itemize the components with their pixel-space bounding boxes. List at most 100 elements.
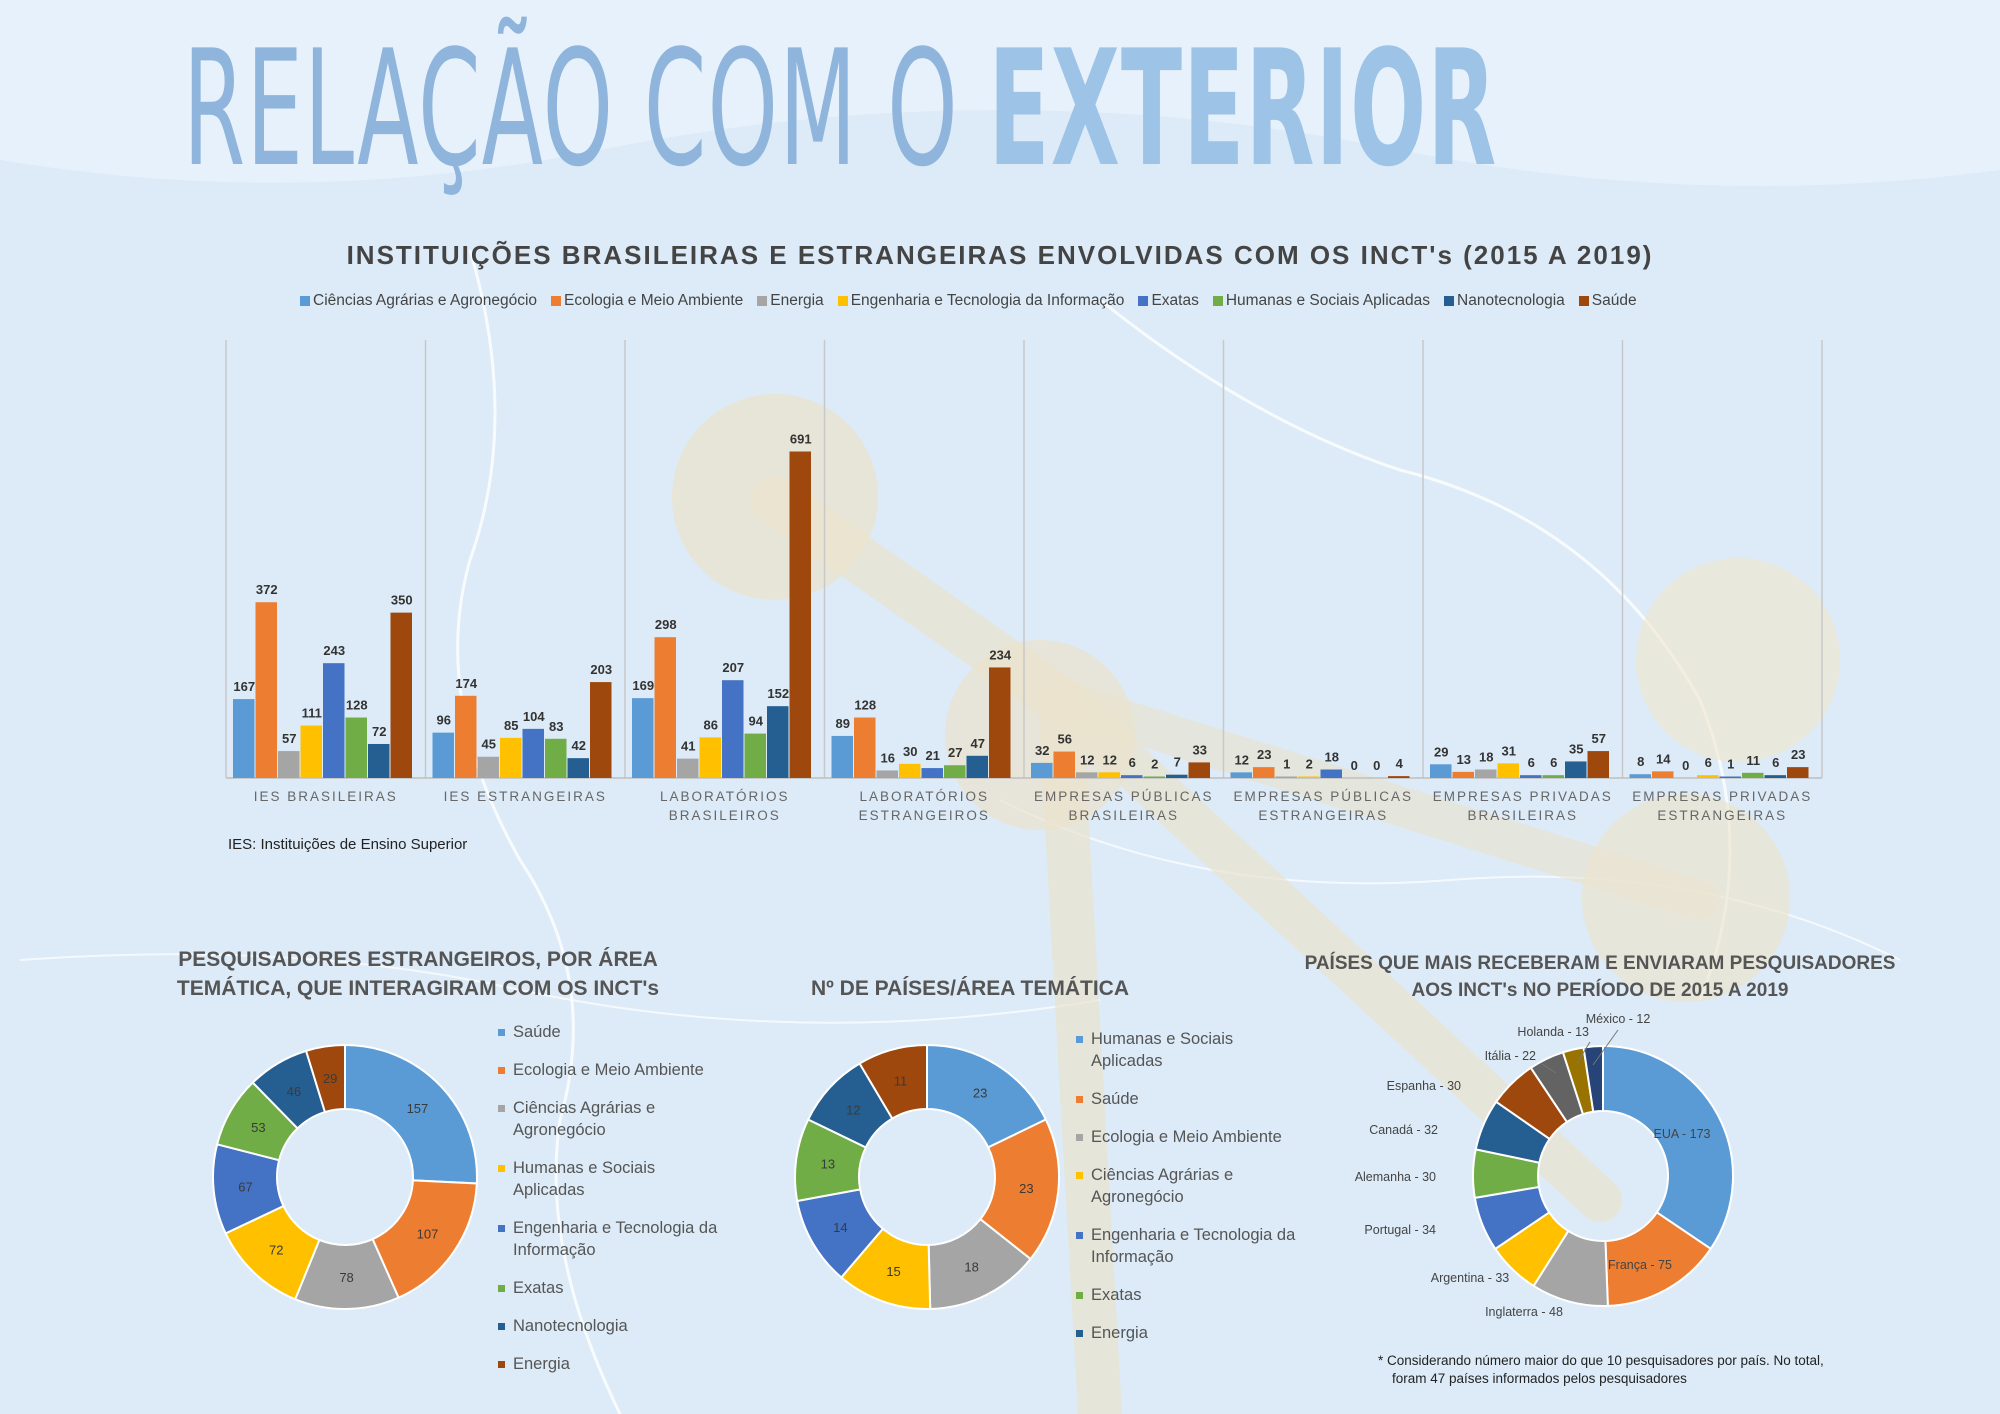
bar-legend-item: Nanotecnologia xyxy=(1444,292,1565,310)
donut-legend-swatch xyxy=(1076,1330,1083,1337)
donut-legend-item: Ciências Agrárias e Agronegócio xyxy=(498,1097,728,1141)
donut-value-label: 23 xyxy=(1019,1181,1033,1196)
donut-value-label: 72 xyxy=(269,1243,283,1258)
donut-legend-item: Exatas xyxy=(1076,1284,1306,1306)
donut-legend-swatch xyxy=(498,1361,505,1368)
donut-value-label: 29 xyxy=(323,1071,337,1086)
donut1-title-line: PESQUISADORES ESTRANGEIROS, POR ÁREA xyxy=(178,948,658,971)
donut3-title: PAÍSES QUE MAIS RECEBERAM E ENVIARAM PES… xyxy=(1290,950,1910,1004)
donut-legend-swatch xyxy=(1076,1036,1083,1043)
donut-legend-swatch xyxy=(498,1067,505,1074)
donut1-title: PESQUISADORES ESTRANGEIROS, POR ÁREA TEM… xyxy=(168,945,668,1003)
donut3-footnote: * Considerando número maior do que 10 pe… xyxy=(1378,1352,1824,1388)
bar-legend-item: Humanas e Sociais Aplicadas xyxy=(1212,292,1431,310)
bar-legend-swatch xyxy=(1444,296,1455,306)
donut-legend-swatch xyxy=(1076,1232,1083,1239)
donut-legend-swatch xyxy=(498,1285,505,1292)
bar-legend-swatch xyxy=(1212,296,1223,306)
donut-legend-label: Ciências Agrárias e Agronegócio xyxy=(1091,1166,1234,1206)
donut-legend-label: Ecologia e Meio Ambiente xyxy=(1091,1128,1282,1146)
donut-legend-label: Humanas e Sociais Aplicadas xyxy=(513,1159,656,1199)
donut-legend-item: Saúde xyxy=(1076,1088,1306,1110)
donut-legend-label: Nanotecnologia xyxy=(513,1317,628,1335)
donut-legend-label: Ecologia e Meio Ambiente xyxy=(513,1061,704,1079)
donut-value-label: 78 xyxy=(339,1270,353,1285)
donut-legend-label: Saúde xyxy=(1091,1090,1139,1108)
donut-legend-item: Nanotecnologia xyxy=(498,1315,728,1337)
donut-legend-item: Saúde xyxy=(498,1021,728,1043)
donut-legend-swatch xyxy=(498,1323,505,1330)
donut2-legend: Humanas e Sociais Aplicadas Saúde Ecologia… xyxy=(1076,1028,1306,1360)
donut-slice xyxy=(304,1043,346,1114)
bar-legend-item: Saúde xyxy=(1578,292,1637,310)
donut3-title-line: PAÍSES QUE MAIS RECEBERAM E ENVIARAM PES… xyxy=(1304,953,1896,974)
donut-legend-item: Humanas e Sociais Aplicadas xyxy=(498,1157,728,1201)
donut-value-label: 15 xyxy=(886,1264,900,1279)
donut-legend-swatch xyxy=(1076,1134,1083,1141)
donut-legend-swatch xyxy=(498,1225,505,1232)
donut-value-label: 12 xyxy=(846,1102,860,1117)
donut-legend-label: Engenharia e Tecnologia da Informação xyxy=(513,1219,718,1259)
donut-legend-label: Saúde xyxy=(513,1023,561,1041)
bar-legend-label: Energia xyxy=(770,292,824,309)
donut-legend-item: Energia xyxy=(1076,1322,1306,1344)
bar-legend-label: Humanas e Sociais Aplicadas xyxy=(1225,292,1431,309)
donut-value-label: 107 xyxy=(417,1227,439,1242)
bar-legend-item: Engenharia e Tecnologia da Informação xyxy=(837,292,1125,310)
donut-value-label: 11 xyxy=(894,1074,908,1089)
bar-legend-swatch xyxy=(1578,296,1589,306)
bar-legend-item: Ecologia e Meio Ambiente xyxy=(551,292,743,310)
donut-legend-item: Exatas xyxy=(498,1277,728,1299)
donut1-title-line: TEMÁTICA, QUE INTERAGIRAM COM OS INCT's xyxy=(176,977,660,1000)
donut-chart-countries: 23 23 18 15 14 13 12 11 xyxy=(794,1043,1060,1310)
donut-legend-item: Humanas e Sociais Aplicadas xyxy=(1076,1028,1306,1072)
donut-legend-swatch xyxy=(1076,1096,1083,1103)
donut-slice xyxy=(344,1043,478,1185)
donut-value-label: 18 xyxy=(964,1259,978,1274)
donut3-footnote-line: * Considerando número maior do que 10 pe… xyxy=(1378,1353,1824,1368)
donut-legend-swatch xyxy=(498,1165,505,1172)
bar-legend-label: Exatas xyxy=(1151,292,1199,309)
donut2-title: Nº DE PAÍSES/ÁREA TEMÁTICA xyxy=(760,974,1180,1003)
donut-legend-item: Engenharia e Tecnologia da Informação xyxy=(498,1217,728,1261)
donut-value-label: 46 xyxy=(287,1084,301,1099)
donut-chart-researchers: 157 107 78 72 67 53 46 29 xyxy=(212,1043,478,1310)
donut-legend-item: Engenharia e Tecnologia da Informação xyxy=(1076,1224,1306,1268)
bar-legend-swatch xyxy=(300,296,310,306)
bar-legend-swatch xyxy=(1138,296,1149,306)
donut-legend-item: Ciências Agrárias e Agronegócio xyxy=(1076,1164,1306,1208)
bar-legend-swatch xyxy=(551,296,562,306)
donut-legend-swatch xyxy=(1076,1172,1083,1179)
page-title: RELAÇÃO COM O EXTERIOR xyxy=(183,14,1497,204)
bar-legend-item: Ciências Agrárias e Agronegócio xyxy=(300,292,537,310)
donut-slice xyxy=(858,1043,928,1120)
donut-legend-label: Energia xyxy=(513,1355,570,1373)
bar-legend-swatch xyxy=(837,296,848,306)
bar-legend-label: Ciências Agrárias e Agronegócio xyxy=(313,292,538,309)
donut2-title-line: Nº DE PAÍSES/ÁREA TEMÁTICA xyxy=(810,977,1130,1000)
donut3-title-line: AOS INCT's NO PERÍODO DE 2015 A 2019 xyxy=(1411,980,1789,1001)
bar-chart-title: INSTITUIÇÕES BRASILEIRAS E ESTRANGEIRAS … xyxy=(346,240,1654,270)
bar-legend-label: Saúde xyxy=(1591,292,1637,309)
donut-legend-label: Exatas xyxy=(513,1279,564,1297)
donut-legend-label: Ciências Agrárias e Agronegócio xyxy=(513,1099,656,1139)
bar-chart-footnote: IES: Instituições de Ensino Superior xyxy=(228,836,468,853)
bar-legend-label: Engenharia e Tecnologia da Informação xyxy=(850,292,1125,309)
page-title-bold: EXTERIOR xyxy=(988,15,1498,202)
bar-legend-swatch xyxy=(757,296,768,306)
donut-legend-swatch xyxy=(1076,1292,1083,1299)
donut-legend-label: Exatas xyxy=(1091,1286,1142,1304)
donut-legend-item: Ecologia e Meio Ambiente xyxy=(1076,1126,1306,1148)
donut-legend-item: Energia xyxy=(498,1353,728,1375)
donut-slice xyxy=(371,1179,478,1299)
donut-value-label: 23 xyxy=(973,1085,987,1100)
donut-legend-label: Energia xyxy=(1091,1324,1148,1342)
donut-legend-swatch xyxy=(498,1029,505,1036)
donut-legend-label: Humanas e Sociais Aplicadas xyxy=(1091,1030,1234,1070)
donut-value-label: 14 xyxy=(833,1220,847,1235)
donut-legend-item: Ecologia e Meio Ambiente xyxy=(498,1059,728,1081)
bar-legend-label: Ecologia e Meio Ambiente xyxy=(564,292,744,309)
donut3-footnote-line: foram 47 países informados pelos pesquis… xyxy=(1392,1371,1687,1386)
donut-legend-label: Engenharia e Tecnologia da Informação xyxy=(1091,1226,1296,1266)
donut1-legend: Saúde Ecologia e Meio Ambiente Ciências Ag… xyxy=(498,1021,728,1391)
